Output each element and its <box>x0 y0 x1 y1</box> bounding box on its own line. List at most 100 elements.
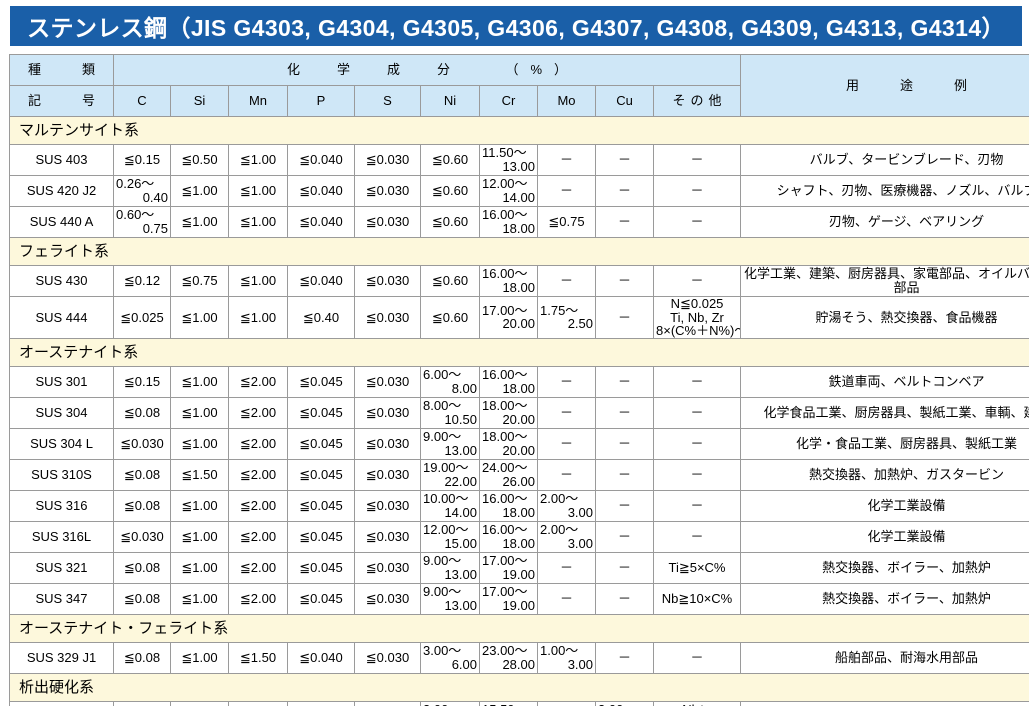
other-cell: Ti≧5×C% <box>653 551 741 584</box>
c-cell: ≦0.025 <box>113 296 171 339</box>
s-cell: ≦0.030 <box>354 365 421 398</box>
cu-cell: － <box>595 489 654 522</box>
ni-cell: ≦0.60 <box>420 296 480 339</box>
cr-cell: 16.00〜 18.00 <box>479 365 538 398</box>
cr-cell: 17.00〜 20.00 <box>479 296 538 339</box>
ni-cell: 3.00〜 6.00 <box>420 641 480 674</box>
si-cell: ≦1.00 <box>170 641 229 674</box>
p-cell: ≦0.040 <box>287 144 355 176</box>
stainless-steel-spec-table: 種 類 化 学 成 分 （%） 用 途 例 記 号 C Si Mn P S Ni… <box>9 54 1029 706</box>
other-cell: － <box>653 265 741 297</box>
usage-cell: 熱交換器、ボイラー、加熱炉 <box>740 582 1029 615</box>
header-col-cr: Cr <box>479 85 538 117</box>
section-header-row: フェライト系 <box>9 237 1029 266</box>
mn-cell: ≦2.00 <box>228 551 288 584</box>
mo-cell: 1.00〜 3.00 <box>537 641 596 674</box>
table-row: SUS 316 ≦0.08 ≦1.00 ≦2.00 ≦0.045 ≦0.030 10.00〜… <box>9 489 1029 522</box>
usage-cell: 刃物、ゲージ、ベアリング <box>740 206 1029 238</box>
other-cell: － <box>653 175 741 207</box>
cr-cell: 23.00〜 28.00 <box>479 641 538 674</box>
s-cell: ≦0.030 <box>354 520 421 553</box>
table-row: SUS 329 J1 ≦0.08 ≦1.00 ≦1.50 ≦0.040 ≦0.030 3.0… <box>9 641 1029 674</box>
table-row: SUS 321 ≦0.08 ≦1.00 ≦2.00 ≦0.045 ≦0.030 9.00〜 1… <box>9 551 1029 584</box>
grade-name-cell: SUS 630 <box>9 700 114 706</box>
mo-cell: － <box>537 396 596 429</box>
c-cell: ≦0.08 <box>113 396 171 429</box>
cu-cell: － <box>595 175 654 207</box>
mo-cell: － <box>537 551 596 584</box>
cu-cell: － <box>595 265 654 297</box>
header-col-mo: Mo <box>537 85 596 117</box>
cr-cell: 16.00〜 18.00 <box>479 206 538 238</box>
ni-cell: ≦0.60 <box>420 265 480 297</box>
mn-cell: ≦1.00 <box>228 206 288 238</box>
c-cell: ≦0.07 <box>113 700 171 706</box>
mn-cell: ≦1.00 <box>228 175 288 207</box>
cu-cell: 3.00〜5.00 <box>595 700 654 706</box>
table-row: SUS 316L ≦0.030 ≦1.00 ≦2.00 ≦0.045 ≦0.030 12.0… <box>9 520 1029 553</box>
c-cell: ≦0.15 <box>113 144 171 176</box>
s-cell: ≦0.030 <box>354 265 421 297</box>
mn-cell: ≦1.50 <box>228 641 288 674</box>
grade-name-cell: SUS 403 <box>9 144 114 176</box>
p-cell: ≦0.045 <box>287 427 355 460</box>
grade-name-cell: SUS 440 A <box>9 206 114 238</box>
table-row: SUS 304 ≦0.08 ≦1.00 ≦2.00 ≦0.045 ≦0.030 8.00〜 1… <box>9 396 1029 429</box>
other-cell: － <box>653 427 741 460</box>
cr-cell: 11.50〜 13.00 <box>479 144 538 176</box>
si-cell: ≦0.75 <box>170 265 229 297</box>
mn-cell: ≦1.00 <box>228 296 288 339</box>
mn-cell: ≦2.00 <box>228 489 288 522</box>
mo-cell: － <box>537 144 596 176</box>
header-col-other: その他 <box>653 85 741 117</box>
p-cell: ≦0.040 <box>287 206 355 238</box>
grade-name-cell: SUS 316 <box>9 489 114 522</box>
other-cell: － <box>653 144 741 176</box>
usage-cell: シャフト、刃物、医療機器、ノズル、バルブ <box>740 175 1029 207</box>
table-row: SUS 440 A 0.60〜 0.75 ≦1.00 ≦1.00 ≦0.040 ≦0.030… <box>9 206 1029 238</box>
header-col-cu: Cu <box>595 85 654 117</box>
ni-cell: ≦0.60 <box>420 206 480 238</box>
usage-cell: 熱交換器、加熱炉、ガスタービン <box>740 458 1029 491</box>
s-cell: ≦0.030 <box>354 296 421 339</box>
mo-cell: － <box>537 700 596 706</box>
usage-cell: 化学食品工業、厨房器具、製紙工業、車輌、建築 <box>740 396 1029 429</box>
header-col-mn: Mn <box>228 85 288 117</box>
section-header-row: 析出硬化系 <box>9 672 1029 702</box>
usage-cell: 化学工業設備 <box>740 520 1029 553</box>
p-cell: ≦0.045 <box>287 520 355 553</box>
s-cell: ≦0.030 <box>354 144 421 176</box>
ni-cell: ≦0.60 <box>420 175 480 207</box>
mn-cell: ≦1.00 <box>228 144 288 176</box>
c-cell: ≦0.15 <box>113 365 171 398</box>
mo-cell: － <box>537 458 596 491</box>
page-title: ステンレス鋼（JIS G4303, G4304, G4305, G4306, G… <box>10 6 1022 46</box>
table-header: 種 類 化 学 成 分 （%） 用 途 例 記 号 C Si Mn P S Ni… <box>9 54 1029 117</box>
cu-cell: － <box>595 144 654 176</box>
section-header-row: オーステナイト・フェライト系 <box>9 613 1029 643</box>
c-cell: ≦0.08 <box>113 489 171 522</box>
section-label: オーステナイト系 <box>9 337 1029 367</box>
s-cell: ≦0.030 <box>354 427 421 460</box>
section-label: 析出硬化系 <box>9 672 1029 702</box>
p-cell: ≦0.040 <box>287 641 355 674</box>
cu-cell: － <box>595 296 654 339</box>
si-cell: ≦1.00 <box>170 365 229 398</box>
ni-cell: 12.00〜 15.00 <box>420 520 480 553</box>
cu-cell: － <box>595 641 654 674</box>
mo-cell: － <box>537 265 596 297</box>
section-label: フェライト系 <box>9 237 1029 266</box>
c-cell: ≦0.08 <box>113 641 171 674</box>
c-cell: ≦0.030 <box>113 520 171 553</box>
si-cell: ≦1.50 <box>170 458 229 491</box>
section-label: オーステナイト・フェライト系 <box>9 613 1029 643</box>
c-cell: ≦0.08 <box>113 582 171 615</box>
table-row: SUS 347 ≦0.08 ≦1.00 ≦2.00 ≦0.045 ≦0.030 9.00〜 1… <box>9 582 1029 615</box>
usage-cell: 熱交換器、ボイラー、加熱炉 <box>740 551 1029 584</box>
cr-cell: 16.00〜 18.00 <box>479 520 538 553</box>
mo-cell: ≦0.75 <box>537 206 596 238</box>
mn-cell: ≦2.00 <box>228 520 288 553</box>
table-row: SUS 301 ≦0.15 ≦1.00 ≦2.00 ≦0.045 ≦0.030 6.00〜 8… <box>9 365 1029 398</box>
